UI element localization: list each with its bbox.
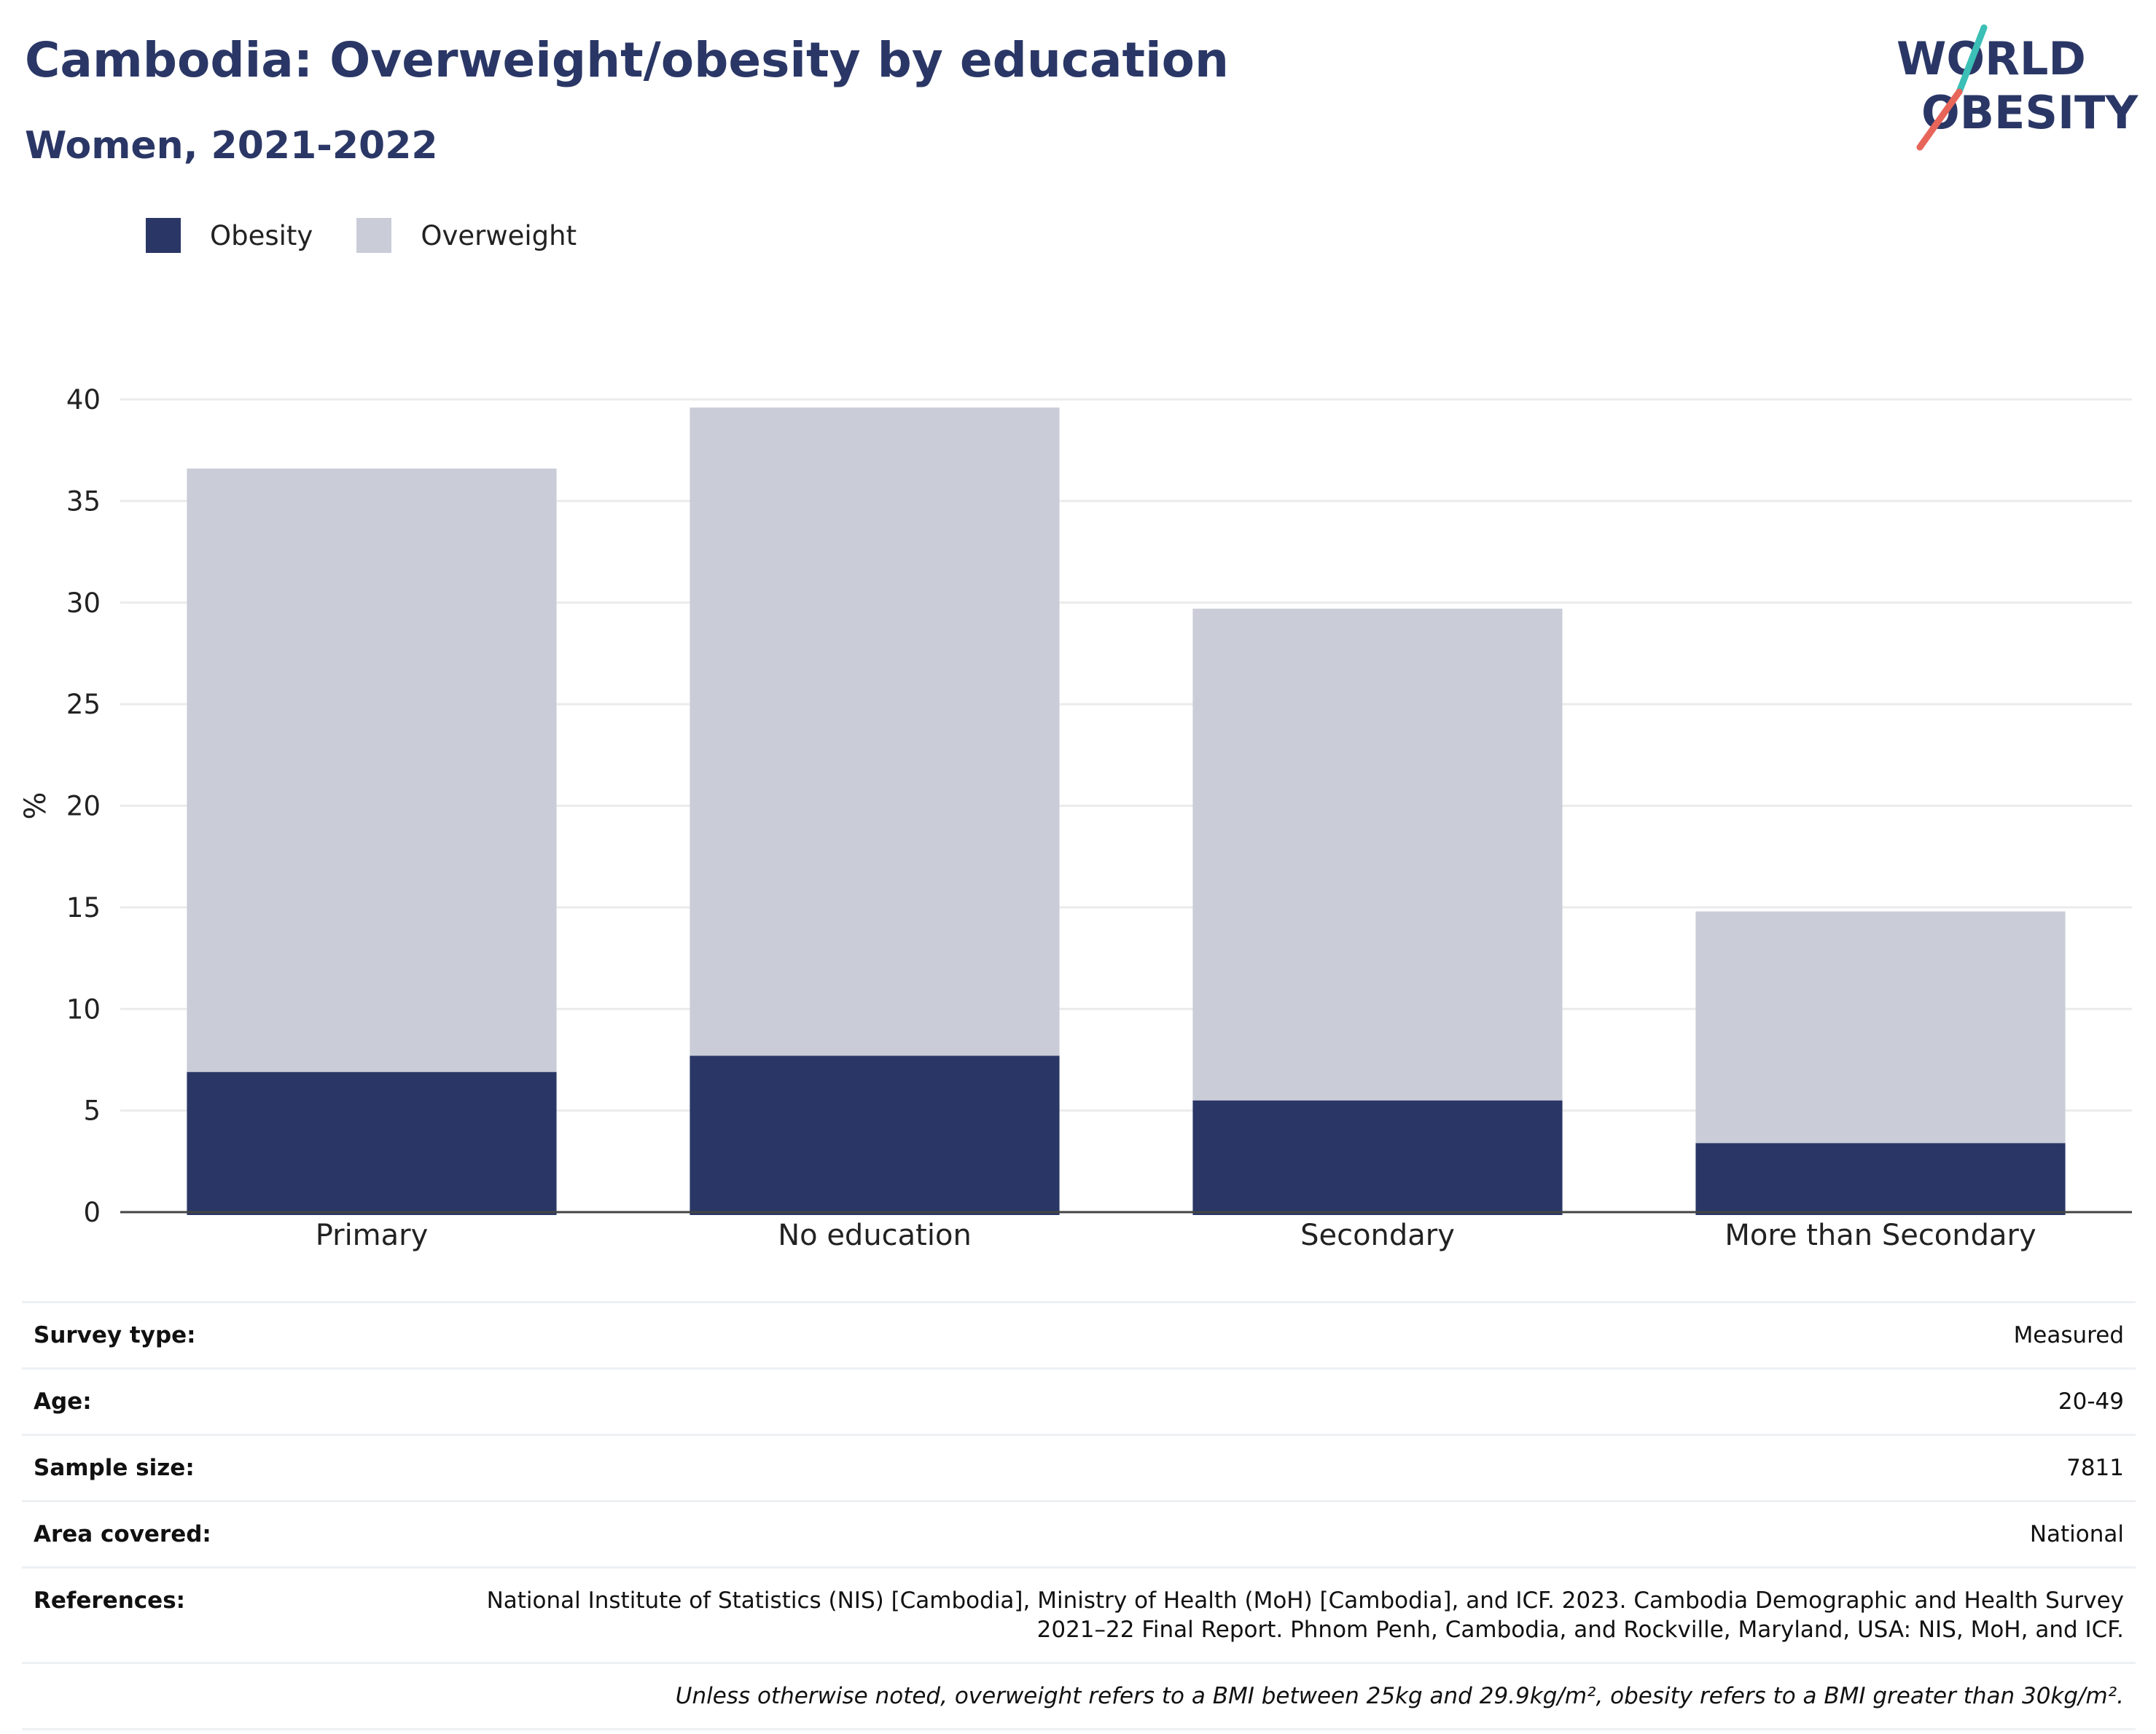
info-value: 20-49: [2058, 1389, 2124, 1415]
bar-obesity-more-than-secondary: [1695, 1143, 2066, 1215]
survey-info-table: Survey type: Measured Age: 20-49 Sample …: [22, 1301, 2136, 1730]
x-category-label: Primary: [316, 1219, 429, 1252]
info-label: Sample size:: [34, 1455, 195, 1481]
chart-title: Cambodia: Overweight/obesity by educatio…: [25, 32, 1229, 88]
y-tick-label: 10: [66, 993, 101, 1025]
stacked-bar-chart: 0 5 10 15 20 25 30 35 40 Primary No education Secon…: [19, 384, 2132, 1252]
legend-item-overweight: Overweight: [356, 218, 577, 253]
x-category-label: Secondary: [1300, 1219, 1455, 1252]
bar-overweight-secondary: [1192, 609, 1563, 1101]
info-value: 7811: [2066, 1455, 2124, 1481]
y-tick-label: 20: [66, 791, 101, 822]
legend-label-overweight: Overweight: [421, 219, 577, 251]
bar-obesity-no-education: [690, 1055, 1060, 1215]
y-tick-label: 25: [66, 689, 101, 720]
logo-slash-teal: [1956, 24, 1988, 95]
info-label: Area covered:: [34, 1521, 211, 1547]
info-label: References:: [34, 1587, 186, 1614]
y-tick-label: 30: [66, 587, 101, 619]
logo-slash-red: [1916, 88, 1963, 151]
chart-subtitle: Women, 2021-2022: [25, 124, 438, 168]
y-axis-title: %: [19, 792, 52, 819]
legend-label-obesity: Obesity: [210, 219, 313, 251]
legend-swatch-overweight: [356, 218, 392, 253]
info-row-sample-size: Sample size: 7811: [22, 1434, 2136, 1500]
bar-overweight-primary: [187, 468, 557, 1072]
info-row-references: References: National Institute of Statis…: [22, 1566, 2136, 1662]
world-obesity-logo: WORLD OBESITY: [1897, 24, 2139, 151]
bar-obesity-primary: [187, 1071, 557, 1215]
info-row-survey-type: Survey type: Measured: [22, 1301, 2136, 1367]
info-value: National: [2029, 1521, 2124, 1547]
bar-overweight-no-education: [690, 407, 1060, 1056]
legend-swatch-obesity: [146, 218, 181, 253]
bmi-definition-note: Unless otherwise noted, overweight refer…: [22, 1662, 2136, 1730]
y-tick-label: 0: [83, 1197, 101, 1228]
info-row-area-covered: Area covered: National: [22, 1500, 2136, 1566]
logo-word-world: WORLD: [1897, 32, 2086, 85]
info-label: Survey type:: [34, 1322, 196, 1348]
info-row-age: Age: 20-49: [22, 1367, 2136, 1434]
bar-overweight-more-than-secondary: [1695, 911, 2066, 1144]
y-tick-label: 15: [66, 892, 101, 923]
y-tick-label: 40: [66, 384, 101, 415]
note-text: Unless otherwise noted, overweight refer…: [675, 1683, 2124, 1709]
y-tick-label: 35: [66, 485, 101, 517]
info-value: Measured: [2013, 1322, 2124, 1348]
legend: Obesity Overweight: [146, 217, 620, 254]
bar-obesity-secondary: [1192, 1100, 1563, 1215]
x-category-label: More than Secondary: [1725, 1219, 2036, 1252]
y-tick-label: 5: [83, 1096, 101, 1127]
x-category-label: No education: [778, 1219, 972, 1252]
info-value: National Institute of Statistics (NIS) […: [486, 1587, 2124, 1643]
legend-item-obesity: Obesity: [146, 218, 313, 253]
info-label: Age:: [34, 1389, 92, 1415]
